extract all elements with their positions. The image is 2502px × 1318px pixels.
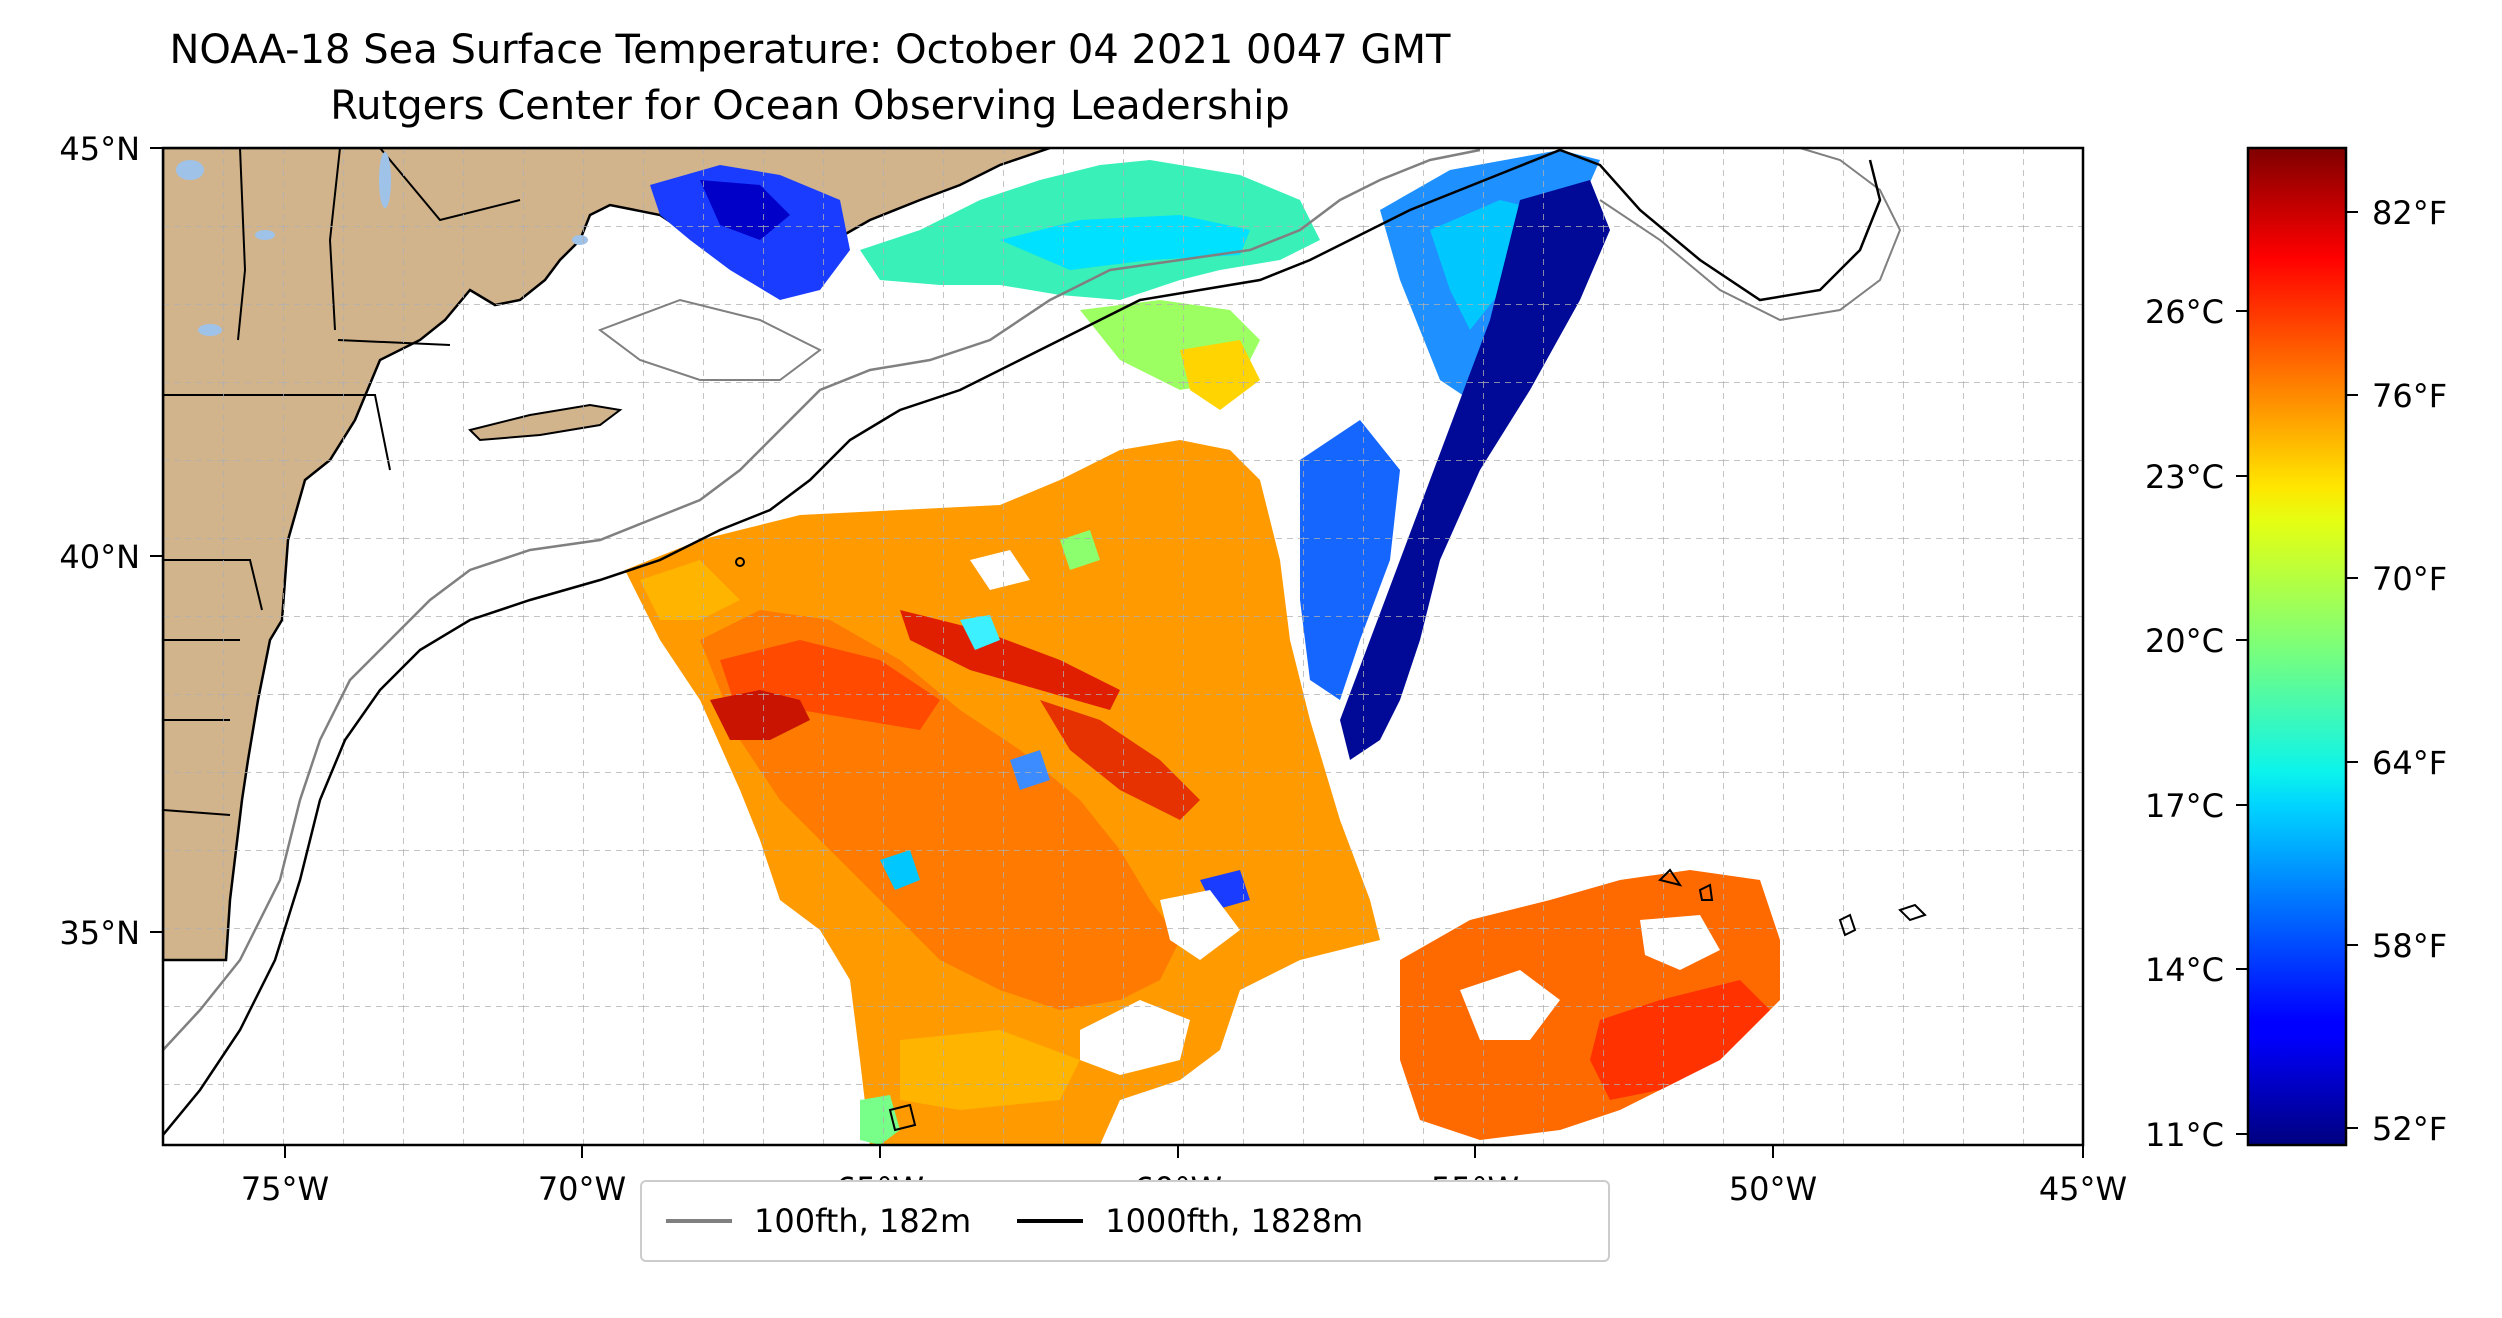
contour-1000fth <box>163 148 1882 1136</box>
contour-100fth <box>163 148 1481 1051</box>
map-title: NOAA-18 Sea Surface Temperature: October… <box>169 27 1451 73</box>
contour-100fth-gom <box>597 298 822 381</box>
legend-label-1000fth: 1000fth, 1828m <box>1105 1202 1364 1240</box>
map-subtitle: Rutgers Center for Ocean Observing Leade… <box>330 83 1290 129</box>
lon-label-50w: 50°W <box>1729 1170 1817 1208</box>
colorbar-f-76: 76°F <box>2372 377 2447 415</box>
colorbar-f-58: 58°F <box>2372 927 2447 965</box>
colorbar-c-14: 14°C <box>2145 951 2224 989</box>
map-frame <box>161 146 2085 1147</box>
colorbar-c-20: 20°C <box>2145 622 2224 660</box>
lon-label-45w: 45°W <box>2039 1170 2127 1208</box>
legend-label-100fth: 100fth, 182m <box>754 1202 972 1240</box>
colorbar <box>2246 146 2348 1147</box>
colorbar-f-82: 82°F <box>2372 194 2447 232</box>
lon-label-75w: 75°W <box>241 1170 329 1208</box>
lat-label-35n: 35°N <box>59 914 140 952</box>
axis-ticks <box>150 147 2084 1158</box>
contour-100fth-ne <box>1599 148 1902 322</box>
legend-swatch-gray-line <box>666 1219 732 1223</box>
colorbar-f-64: 64°F <box>2372 744 2447 782</box>
colorbar-c-26: 26°C <box>2145 293 2224 331</box>
lat-label-40n: 40°N <box>59 538 140 576</box>
colorbar-c-11: 11°C <box>2145 1116 2224 1154</box>
lat-label-45n: 45°N <box>59 130 140 168</box>
seamount-contours <box>735 557 1927 1132</box>
colorbar-f-52: 52°F <box>2372 1110 2447 1148</box>
colorbar-f-70: 70°F <box>2372 560 2447 598</box>
map-gridlines <box>163 148 2083 1145</box>
legend-item-100fth: 100fth, 182m <box>666 1202 971 1240</box>
colorbar-ticks <box>2236 211 2358 1135</box>
lon-label-70w: 70°W <box>538 1170 626 1208</box>
contour-legend: 100fth, 182m 1000fth, 1828m <box>640 1180 1610 1262</box>
map-area <box>163 148 2083 1145</box>
legend-item-1000fth: 1000fth, 1828m <box>1017 1202 1363 1240</box>
colorbar-c-23: 23°C <box>2145 458 2224 496</box>
legend-swatch-black-line <box>1017 1219 1084 1223</box>
colorbar-c-17: 17°C <box>2145 787 2224 825</box>
